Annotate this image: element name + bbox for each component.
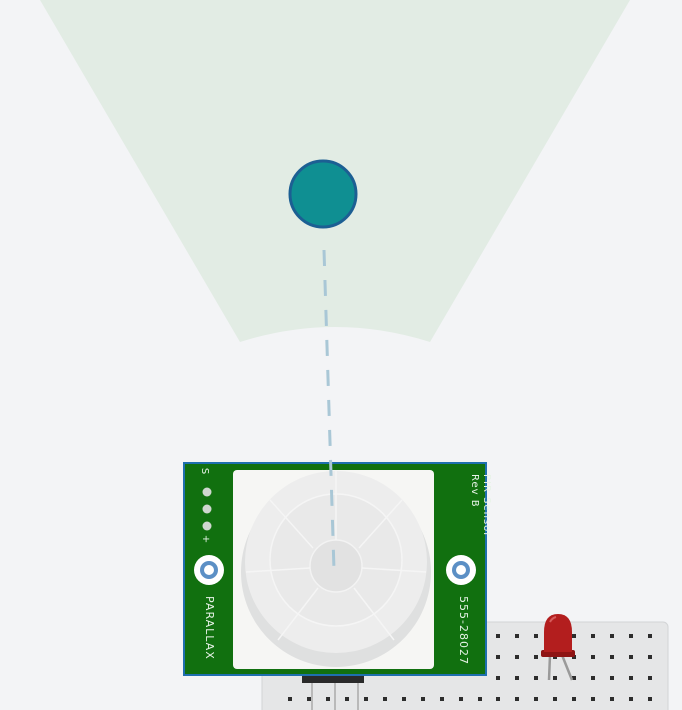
breadboard-hole: [496, 655, 500, 659]
breadboard-hole: [648, 655, 652, 659]
pin-s-text: S: [199, 467, 211, 476]
breadboard-hole: [534, 655, 538, 659]
breadboard-hole: [440, 697, 444, 701]
fresnel-lens-dome: [241, 470, 431, 667]
sensor-title-label: PIR Sensor Rev B: [468, 474, 492, 537]
mounting-hole-left: [194, 555, 224, 585]
breadboard-hole: [496, 676, 500, 680]
pin-plus-text: +: [200, 534, 212, 545]
part-number-label: 555-28027: [457, 596, 470, 665]
breadboard-wire-stubs: [302, 675, 364, 710]
breadboard-hole: [383, 697, 387, 701]
brand-text: PARALLAX: [203, 596, 216, 660]
mounting-hole-right: [446, 555, 476, 585]
breadboard-hole: [534, 676, 538, 680]
pir-sensor-board[interactable]: [183, 462, 487, 676]
breadboard-hole: [591, 697, 595, 701]
breadboard-hole: [648, 676, 652, 680]
breadboard-hole: [648, 634, 652, 638]
breadboard-hole: [610, 655, 614, 659]
breadboard-holes: [288, 634, 652, 701]
breadboard-hole: [629, 676, 633, 680]
breadboard-hole: [591, 634, 595, 638]
breadboard-hole: [534, 697, 538, 701]
breadboard-hole: [288, 697, 292, 701]
brand-label: PARALLAX: [203, 596, 216, 660]
breadboard-hole: [534, 634, 538, 638]
breadboard-hole: [496, 634, 500, 638]
breadboard-hole: [572, 655, 576, 659]
breadboard-hole: [610, 697, 614, 701]
breadboard-hole: [459, 697, 463, 701]
sensor-title: PIR Sensor: [481, 474, 492, 538]
breadboard-hole: [610, 676, 614, 680]
breadboard-hole: [515, 676, 519, 680]
breadboard-hole: [364, 697, 368, 701]
breadboard-hole: [591, 676, 595, 680]
breadboard-hole: [515, 697, 519, 701]
breadboard-hole: [629, 634, 633, 638]
breadboard-hole: [610, 634, 614, 638]
breadboard-hole: [572, 697, 576, 701]
detection-line: [322, 249, 336, 571]
breadboard-hole: [553, 676, 557, 680]
breadboard-hole: [478, 697, 482, 701]
sensor-revision: Rev B: [469, 474, 480, 508]
breadboard-hole: [326, 697, 330, 701]
breadboard-hole: [515, 634, 519, 638]
breadboard-hole: [572, 676, 576, 680]
breadboard-hole: [629, 697, 633, 701]
breadboard-hole: [591, 655, 595, 659]
red-led[interactable]: [541, 614, 575, 681]
breadboard-hole: [307, 697, 311, 701]
pin-label-plus: +: [200, 535, 211, 544]
breadboard-hole: [496, 697, 500, 701]
breadboard-hole: [421, 697, 425, 701]
breadboard-hole: [402, 697, 406, 701]
breadboard-hole: [515, 655, 519, 659]
breadboard-hole: [345, 697, 349, 701]
motion-target[interactable]: [288, 159, 358, 229]
pin-label-s: S: [199, 468, 210, 475]
part-number: 555-28027: [457, 596, 470, 665]
breadboard-hole: [553, 697, 557, 701]
pin-header[interactable]: [202, 487, 212, 531]
breadboard-hole: [572, 634, 576, 638]
breadboard-hole: [629, 655, 633, 659]
breadboard-hole: [648, 697, 652, 701]
